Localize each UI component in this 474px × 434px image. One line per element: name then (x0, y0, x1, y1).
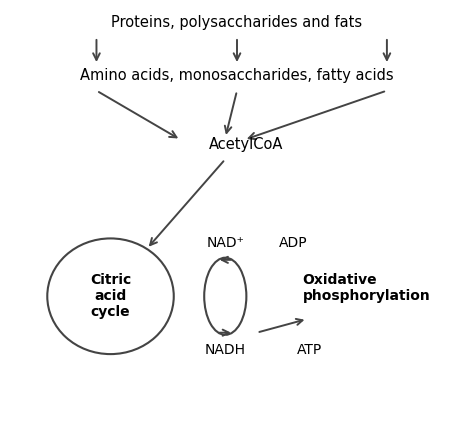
Text: Amino acids, monosaccharides, fatty acids: Amino acids, monosaccharides, fatty acid… (80, 68, 394, 83)
Text: Proteins, polysaccharides and fats: Proteins, polysaccharides and fats (111, 15, 363, 30)
Text: NADH: NADH (205, 342, 246, 357)
Text: ADP: ADP (279, 236, 308, 250)
Text: AcetylCoA: AcetylCoA (209, 137, 283, 151)
Text: NAD⁺: NAD⁺ (206, 236, 244, 250)
Text: Oxidative
phosphorylation: Oxidative phosphorylation (302, 273, 430, 303)
Text: Citric
acid
cycle: Citric acid cycle (90, 273, 131, 319)
Text: ATP: ATP (297, 342, 322, 357)
